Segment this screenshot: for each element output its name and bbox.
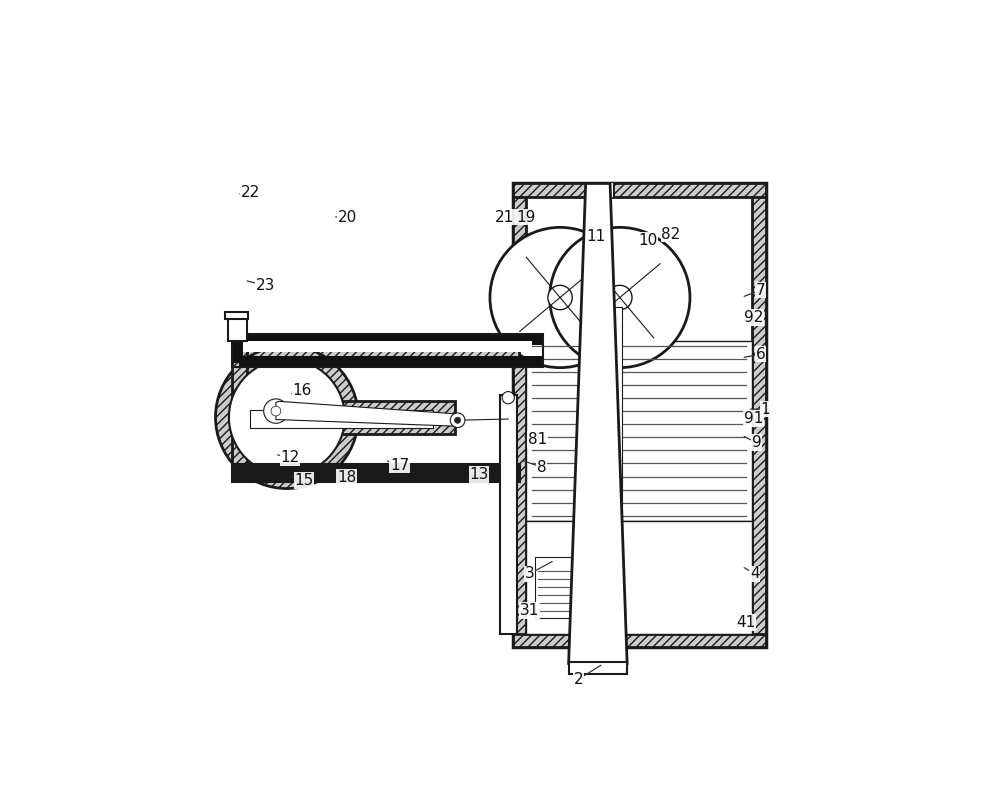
Bar: [535, 558, 590, 619]
Polygon shape: [569, 184, 627, 664]
Bar: [512, 184, 586, 197]
Circle shape: [490, 227, 630, 367]
Bar: [586, 184, 613, 197]
Text: 8: 8: [523, 459, 547, 474]
Bar: [512, 184, 766, 647]
Bar: [512, 634, 766, 647]
Circle shape: [450, 413, 465, 428]
Text: 18: 18: [336, 470, 356, 485]
Text: 11: 11: [586, 229, 606, 245]
Text: 1: 1: [750, 402, 770, 417]
Bar: [611, 307, 622, 530]
Bar: [232, 330, 243, 364]
Text: 81: 81: [525, 432, 547, 447]
Bar: [232, 348, 247, 479]
Bar: [500, 394, 517, 634]
Circle shape: [608, 285, 632, 310]
Text: 20: 20: [336, 210, 357, 224]
Text: 41: 41: [736, 615, 756, 630]
Text: 82: 82: [661, 227, 681, 242]
Text: 16: 16: [292, 383, 312, 398]
Text: 13: 13: [469, 466, 489, 482]
Text: 4: 4: [744, 566, 759, 581]
Text: 10: 10: [638, 233, 658, 248]
Text: 15: 15: [292, 473, 314, 488]
Text: 23: 23: [247, 278, 275, 293]
Text: 12: 12: [278, 451, 300, 466]
Circle shape: [502, 391, 514, 404]
Bar: [250, 410, 433, 428]
Text: 17: 17: [387, 458, 409, 473]
Text: 2: 2: [574, 665, 601, 687]
Bar: [752, 184, 766, 647]
Text: 3: 3: [525, 562, 552, 581]
Bar: [228, 314, 247, 341]
Text: 91: 91: [744, 411, 763, 426]
Text: 9: 9: [744, 435, 761, 450]
Bar: [232, 334, 543, 345]
Circle shape: [264, 399, 288, 423]
Circle shape: [229, 360, 345, 475]
Circle shape: [455, 417, 461, 423]
Circle shape: [216, 346, 358, 489]
Circle shape: [271, 406, 281, 416]
Text: 92: 92: [744, 310, 763, 326]
Text: 7: 7: [744, 283, 766, 298]
Bar: [232, 464, 520, 482]
Bar: [232, 345, 519, 360]
Circle shape: [272, 407, 280, 415]
Circle shape: [550, 227, 690, 367]
Bar: [512, 184, 526, 647]
Polygon shape: [276, 402, 460, 426]
Circle shape: [548, 285, 572, 310]
Text: 19: 19: [516, 210, 536, 224]
Text: 6: 6: [744, 347, 766, 362]
Text: 22: 22: [240, 185, 260, 200]
Bar: [569, 662, 627, 675]
Bar: [232, 334, 543, 367]
Bar: [243, 341, 532, 352]
Bar: [247, 402, 455, 434]
Text: 21: 21: [495, 210, 514, 224]
Bar: [613, 184, 766, 197]
Text: 31: 31: [520, 603, 539, 618]
Bar: [225, 312, 248, 319]
Bar: [526, 520, 752, 634]
Bar: [239, 356, 543, 367]
Bar: [526, 341, 752, 520]
